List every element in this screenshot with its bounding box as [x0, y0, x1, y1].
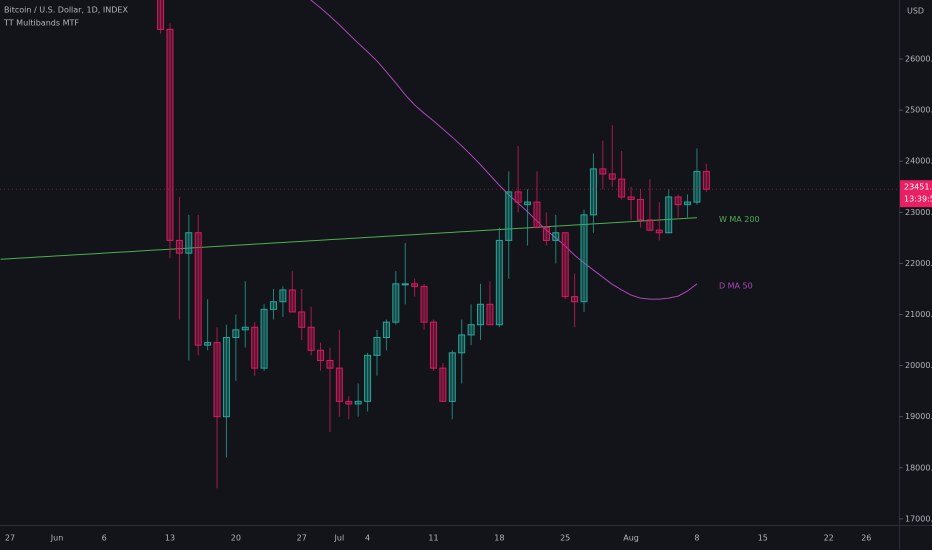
candle-body [599, 168, 607, 175]
chart-title: Bitcoin / U.S. Dollar, 1D, INDEX [4, 6, 128, 15]
x-tick-label: 8 [694, 534, 699, 543]
x-tick-label: 6 [102, 534, 107, 543]
candle-body [477, 303, 485, 326]
indicator-name: TT Multibands MTF [3, 19, 79, 28]
candle-body [486, 303, 494, 326]
candle-body [194, 232, 202, 346]
y-tick-label: 20000.00 [905, 361, 932, 370]
candle-body [166, 28, 174, 241]
candle-body [627, 196, 635, 201]
last-price: 23451.91 [904, 183, 932, 192]
axes: 17000.00 18000.00 19000.00 20000.00 21000.00… [5, 55, 932, 543]
x-tick-label: 4 [365, 534, 370, 543]
y-tick-label: 18000.00 [905, 463, 932, 472]
candle-body [665, 196, 673, 234]
countdown: 13:39:52 [904, 195, 932, 204]
candle-body [279, 289, 287, 303]
x-tick-label: 20 [231, 534, 241, 543]
candle-body [589, 168, 597, 216]
candle-body [298, 311, 306, 328]
y-tick-label: 23000.00 [905, 208, 932, 217]
x-tick-label: 27 [297, 534, 307, 543]
candle-body [354, 400, 362, 405]
y-tick-label: 26000.00 [905, 55, 932, 64]
candle-body [307, 326, 315, 351]
candle-body [420, 285, 428, 323]
candle-body [175, 239, 183, 254]
candle-body [401, 283, 409, 286]
currency-label: USD [907, 7, 924, 16]
candle-body [448, 352, 456, 402]
candle-body [232, 329, 240, 338]
candle-body [467, 324, 475, 336]
last-price-tag [900, 180, 932, 208]
x-tick-label: Aug [623, 534, 639, 543]
candle-body [213, 342, 221, 418]
candle-body [382, 321, 390, 338]
candle-body [618, 178, 626, 198]
candle-body [646, 219, 654, 231]
candle-body [561, 232, 569, 298]
candle-body [222, 336, 230, 418]
plot-area [0, 0, 899, 489]
candle-body [439, 367, 447, 402]
candle-body [580, 214, 588, 303]
candle-body [411, 283, 419, 287]
candle-body [269, 301, 277, 310]
candle-body [251, 326, 259, 369]
x-tick-label: 15 [758, 534, 768, 543]
y-tick-label: 21000.00 [905, 310, 932, 319]
candle-body [684, 201, 692, 206]
y-tick-label: 24000.00 [905, 157, 932, 166]
y-tick-label: 25000.00 [905, 106, 932, 115]
candle-body [505, 191, 513, 241]
candle-body [542, 227, 550, 241]
candle-body [693, 170, 701, 203]
x-tick-label: Jun [50, 534, 64, 543]
candle-body [317, 349, 325, 361]
candle-body [458, 334, 466, 354]
ma-label: D MA 50 [719, 281, 753, 290]
candle-body [533, 201, 541, 229]
x-tick-label: 26 [861, 534, 871, 543]
ma-label: W MA 200 [719, 215, 760, 224]
x-tick-label: Jul [334, 534, 345, 543]
candle-body [524, 201, 532, 206]
candle-body [495, 239, 503, 326]
x-tick-label: 25 [560, 534, 570, 543]
candle-body [608, 173, 616, 180]
y-tick-label: 17000.00 [905, 514, 932, 523]
candle-body [204, 342, 212, 346]
candle-body [571, 296, 579, 303]
candle-body [185, 232, 193, 254]
candle-body [335, 367, 343, 402]
ma-line [310, 0, 698, 300]
candle-body [702, 170, 710, 190]
candle-body [514, 191, 522, 203]
candle-body [552, 232, 560, 241]
candle-body [326, 359, 334, 369]
candle-body [636, 199, 644, 221]
x-tick-label: 13 [165, 534, 175, 543]
candle-body [373, 336, 381, 356]
candle-body [392, 283, 400, 323]
candle-body [345, 400, 353, 405]
candle-body [364, 354, 372, 402]
x-tick-label: 18 [494, 534, 504, 543]
x-tick-label: 27 [5, 534, 15, 543]
y-tick-label: 22000.00 [905, 259, 932, 268]
candle-body [157, 0, 165, 30]
candle-body [674, 196, 682, 206]
candle-body [429, 321, 437, 369]
candle-body [260, 308, 268, 369]
candle-body [655, 229, 663, 234]
y-tick-label: 19000.00 [905, 412, 932, 421]
x-tick-label: 22 [824, 534, 834, 543]
x-tick-label: 11 [428, 534, 438, 543]
candle-body [241, 326, 249, 331]
candle-body [288, 289, 296, 313]
